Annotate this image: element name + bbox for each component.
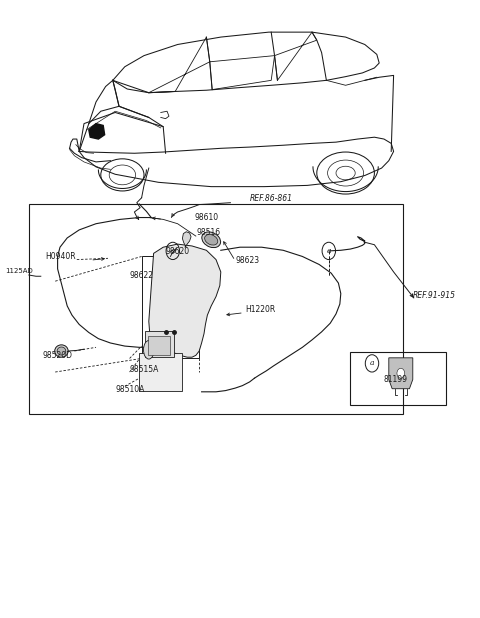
Polygon shape [182,232,191,247]
Text: 98610: 98610 [194,213,218,222]
Text: a: a [326,247,331,255]
Text: a: a [170,247,175,255]
Ellipse shape [202,232,221,248]
Text: REF.86-861: REF.86-861 [250,193,293,203]
Bar [148,336,170,355]
Text: 98622: 98622 [130,271,154,280]
Ellipse shape [55,345,68,357]
Bar [145,331,174,357]
Ellipse shape [204,234,218,245]
Bar [29,204,403,414]
Circle shape [397,368,405,378]
Polygon shape [149,244,221,357]
Bar [142,256,199,358]
Text: 98515A: 98515A [130,365,159,374]
Text: 98623: 98623 [235,255,259,265]
Ellipse shape [57,347,66,355]
Bar [350,352,446,405]
Text: 98516: 98516 [197,227,221,237]
Text: 98510A: 98510A [115,385,144,394]
Polygon shape [89,124,105,139]
Text: H1220R: H1220R [245,305,275,314]
Ellipse shape [144,341,154,359]
Text: REF.91-915: REF.91-915 [413,291,456,300]
Text: a: a [370,360,374,367]
Text: H0940R: H0940R [46,252,76,261]
Bar [139,353,182,391]
Text: 98620: 98620 [166,247,190,256]
Polygon shape [389,358,413,389]
Text: 1125AD: 1125AD [5,268,33,274]
Text: 98520D: 98520D [42,350,72,360]
Text: 81199: 81199 [384,375,408,384]
